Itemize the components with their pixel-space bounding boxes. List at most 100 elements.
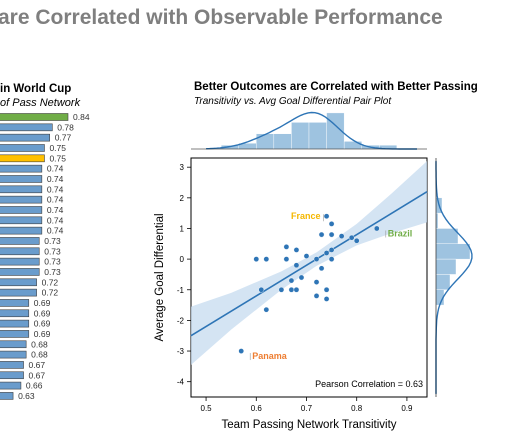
bar — [0, 133, 50, 142]
bar-value-label: 0.73 — [44, 236, 61, 246]
bar-value-label: 0.74 — [47, 215, 64, 225]
scatter-point — [348, 234, 355, 241]
bar — [0, 278, 37, 287]
bar — [0, 381, 22, 390]
bar-value-label: 0.63 — [18, 391, 35, 401]
y-tick-label: -2 — [177, 316, 185, 325]
pearson-annotation: Pearson Correlation = 0.63 — [315, 379, 423, 389]
bar — [0, 247, 40, 256]
y-tick-label: 3 — [180, 163, 185, 172]
bar-value-label: 0.74 — [47, 195, 64, 205]
bar — [0, 226, 43, 235]
transitivity-bar-chart: 0.840.780.770.750.750.740.740.740.740.74… — [0, 112, 90, 401]
x-tick-label: 0.6 — [251, 404, 263, 413]
scatter-point — [338, 233, 345, 239]
top-kde-curve — [206, 111, 417, 150]
y-tick-label: -3 — [177, 347, 185, 356]
bar-value-label: 0.77 — [55, 133, 72, 143]
scatter-point — [263, 306, 270, 313]
bar-value-label: 0.74 — [47, 205, 64, 215]
bar — [0, 319, 30, 328]
scatter-point — [328, 221, 335, 227]
scatter-point — [278, 286, 285, 293]
bar — [0, 123, 53, 132]
right-hist-bar — [435, 243, 471, 260]
scatter-point — [263, 256, 270, 262]
bar — [0, 144, 45, 152]
team-label-france: France — [291, 211, 321, 221]
right-hist-bar — [435, 258, 457, 275]
right-chart-title: Better Outcomes are Correlated with Bett… — [194, 81, 478, 93]
bar-value-label: 0.69 — [34, 298, 51, 308]
right-chart-subtitle: Transitivity vs. Avg Goal Differential P… — [194, 96, 392, 107]
bar — [0, 164, 43, 173]
bar — [0, 330, 30, 338]
bar — [0, 350, 27, 359]
bar-value-label: 0.75 — [49, 143, 66, 153]
bar — [0, 185, 43, 194]
bar-value-label: 0.73 — [44, 267, 61, 277]
bar-value-label: 0.69 — [34, 308, 51, 318]
team-label-brazil: Brazil — [388, 228, 413, 238]
slide-title: are Correlated with Observable Performan… — [0, 6, 443, 29]
bar-value-label: 0.73 — [44, 257, 61, 267]
bar-value-label: 0.72 — [42, 277, 59, 287]
regression-line — [190, 191, 428, 337]
bar — [0, 154, 45, 163]
bar-value-label: 0.74 — [47, 164, 64, 174]
scatter-point — [328, 231, 335, 238]
scatter-point — [288, 286, 295, 293]
team-label-panama: Panama — [252, 351, 288, 361]
top-hist-bar — [256, 133, 275, 150]
scatter-point — [238, 348, 245, 354]
bar-value-label: 0.75 — [49, 153, 66, 163]
scatter-point — [253, 256, 260, 262]
scatter-point — [323, 250, 330, 256]
bar-value-label: 0.78 — [57, 122, 74, 132]
bar — [0, 216, 43, 225]
y-tick-label: 0 — [180, 255, 185, 264]
scatter-point — [313, 293, 320, 299]
x-tick-label: 0.8 — [351, 404, 363, 413]
bar — [0, 340, 27, 349]
x-tick-label: 0.7 — [301, 404, 313, 413]
bar — [0, 288, 37, 297]
bar-value-label: 0.73 — [44, 246, 61, 256]
bar-value-label: 0.68 — [31, 339, 48, 349]
scatter-point — [323, 286, 330, 293]
scatter-point — [373, 225, 380, 232]
scatter-point — [353, 237, 360, 244]
scatter-point — [258, 286, 265, 293]
top-hist-bar — [273, 133, 292, 150]
bar — [0, 257, 40, 266]
bar — [0, 309, 30, 318]
bar-value-label: 0.72 — [42, 288, 59, 298]
scatter-point — [328, 247, 335, 253]
scatter-frame — [190, 157, 428, 398]
bar — [0, 299, 30, 307]
scatter-point — [323, 296, 330, 302]
scatter-point — [293, 247, 300, 253]
bar — [0, 206, 43, 214]
right-hist-bar — [435, 228, 459, 244]
bar — [0, 237, 40, 245]
bar-value-label: 0.84 — [73, 112, 90, 122]
x-axis-label: Team Passing Network Transitivity — [221, 419, 396, 431]
scatter-point — [318, 231, 325, 238]
scatter-point — [293, 286, 300, 293]
top-hist-bar — [343, 141, 362, 150]
scatter-point — [323, 213, 330, 220]
left-chart-subtitle: of Pass Network — [0, 97, 81, 109]
bar-value-label: 0.74 — [47, 226, 64, 236]
bar-value-label: 0.69 — [34, 329, 51, 339]
scatter-point — [283, 244, 290, 250]
bar — [0, 175, 43, 183]
bar — [0, 268, 40, 276]
y-tick-label: -4 — [177, 378, 185, 387]
right-hist-bar — [435, 274, 451, 290]
bar — [0, 113, 69, 121]
scatter-point — [298, 274, 305, 281]
scatter-point — [293, 262, 300, 269]
scatter-point — [288, 277, 295, 284]
